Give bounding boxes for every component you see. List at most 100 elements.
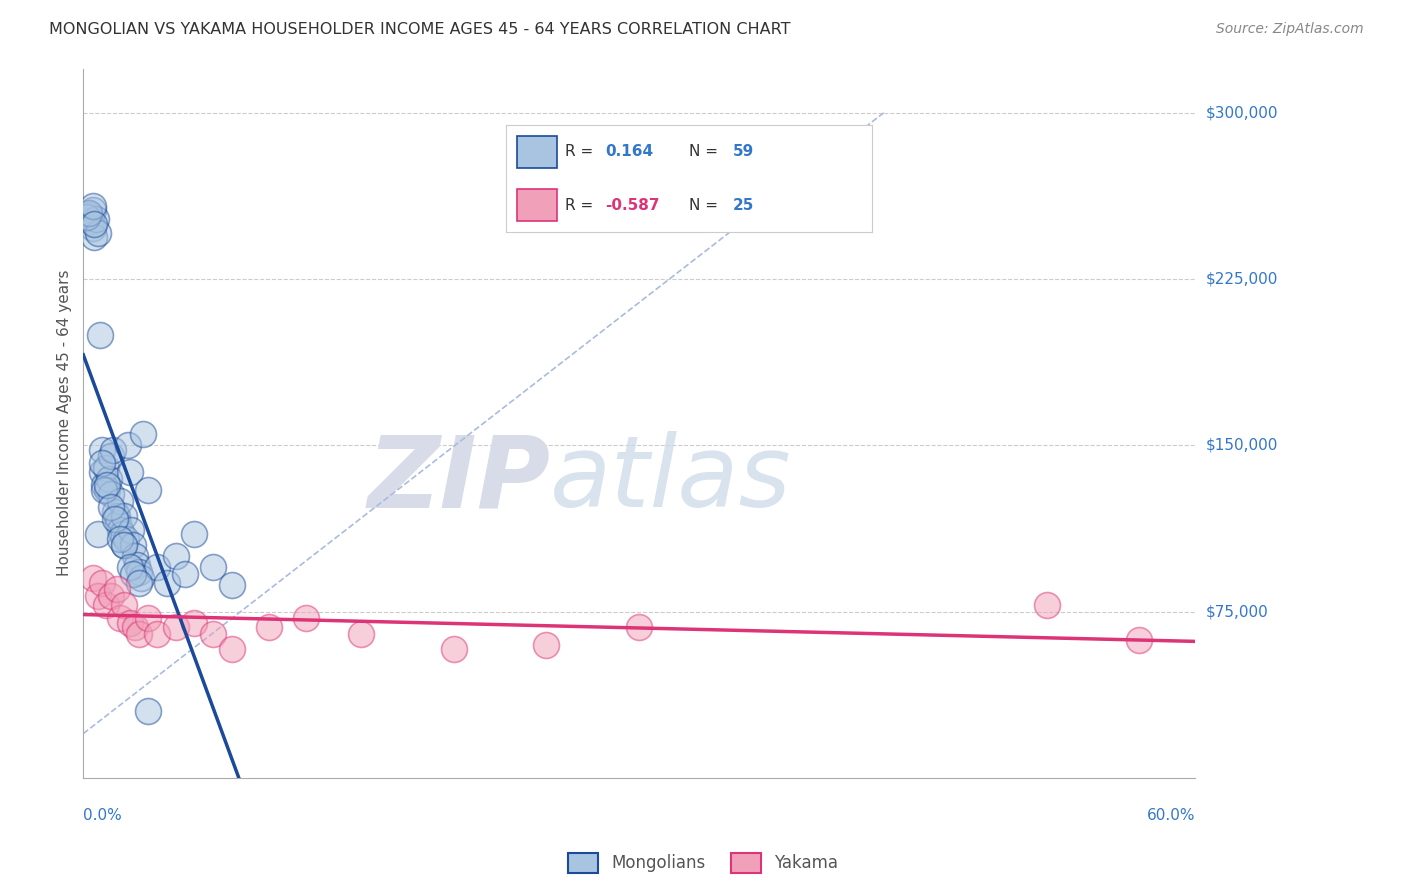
- Point: [100, 450, 122, 464]
- Point: [110, 532, 132, 546]
- Point: [87, 226, 110, 240]
- Point: [536, 638, 558, 652]
- FancyBboxPatch shape: [517, 189, 557, 221]
- Text: $75,000: $75,000: [1206, 604, 1268, 619]
- Point: [128, 565, 150, 579]
- Text: $150,000: $150,000: [1206, 438, 1278, 453]
- Point: [201, 627, 224, 641]
- Text: $225,000: $225,000: [1206, 272, 1278, 286]
- Point: [93, 478, 115, 492]
- Point: [90, 575, 112, 590]
- Point: [125, 558, 148, 573]
- Point: [100, 487, 122, 501]
- Point: [136, 483, 159, 497]
- Point: [96, 478, 118, 492]
- Text: ZIP: ZIP: [367, 432, 550, 528]
- Point: [89, 327, 111, 342]
- Point: [146, 560, 169, 574]
- Text: R =: R =: [565, 198, 593, 212]
- Point: [104, 505, 127, 519]
- Point: [294, 611, 316, 625]
- Text: $300,000: $300,000: [1206, 105, 1278, 120]
- Point: [101, 442, 124, 457]
- Point: [90, 442, 112, 457]
- Point: [82, 571, 104, 585]
- Point: [82, 221, 104, 235]
- Point: [112, 509, 135, 524]
- Text: -0.587: -0.587: [605, 198, 659, 212]
- Point: [628, 620, 651, 634]
- Point: [174, 566, 197, 581]
- Point: [111, 527, 134, 541]
- Point: [146, 627, 169, 641]
- Point: [129, 571, 152, 585]
- Point: [100, 589, 122, 603]
- Point: [83, 217, 105, 231]
- Point: [183, 615, 205, 630]
- Point: [183, 527, 205, 541]
- Point: [94, 460, 117, 475]
- Point: [118, 465, 141, 479]
- Text: N =: N =: [689, 145, 718, 159]
- Point: [82, 203, 104, 218]
- Text: R =: R =: [565, 145, 593, 159]
- Point: [118, 615, 141, 630]
- Point: [221, 578, 243, 592]
- Point: [96, 483, 118, 497]
- Point: [105, 582, 128, 597]
- Point: [77, 205, 100, 219]
- Point: [136, 705, 159, 719]
- Point: [131, 427, 153, 442]
- Point: [124, 549, 146, 564]
- Point: [128, 627, 150, 641]
- Point: [112, 538, 135, 552]
- Point: [110, 611, 132, 625]
- Text: 60.0%: 60.0%: [1146, 808, 1195, 823]
- Point: [443, 642, 465, 657]
- Point: [94, 598, 117, 612]
- Point: [221, 642, 243, 657]
- Point: [165, 620, 187, 634]
- Point: [1035, 598, 1057, 612]
- Point: [350, 627, 373, 641]
- Point: [93, 483, 115, 497]
- Text: N =: N =: [689, 198, 718, 212]
- Point: [98, 472, 121, 486]
- Point: [257, 620, 280, 634]
- Point: [112, 538, 135, 552]
- Point: [110, 493, 132, 508]
- Point: [165, 549, 187, 564]
- Point: [136, 611, 159, 625]
- Point: [122, 566, 145, 581]
- Text: 0.0%: 0.0%: [83, 808, 122, 823]
- Point: [105, 509, 128, 524]
- FancyBboxPatch shape: [517, 136, 557, 168]
- Point: [122, 538, 145, 552]
- Point: [76, 210, 98, 224]
- Point: [77, 208, 100, 222]
- Point: [128, 575, 150, 590]
- Point: [80, 214, 103, 228]
- Point: [87, 527, 110, 541]
- Text: atlas: atlas: [550, 432, 792, 528]
- Point: [90, 465, 112, 479]
- Point: [107, 516, 129, 530]
- Point: [83, 230, 105, 244]
- Point: [84, 212, 107, 227]
- Point: [124, 620, 146, 634]
- Text: Source: ZipAtlas.com: Source: ZipAtlas.com: [1216, 22, 1364, 37]
- Point: [1128, 633, 1150, 648]
- Point: [201, 560, 224, 574]
- Point: [104, 511, 127, 525]
- Y-axis label: Householder Income Ages 45 - 64 years: Householder Income Ages 45 - 64 years: [58, 270, 72, 576]
- Point: [100, 500, 122, 515]
- Text: 0.164: 0.164: [605, 145, 652, 159]
- Point: [115, 532, 138, 546]
- Text: 25: 25: [733, 198, 754, 212]
- Text: MONGOLIAN VS YAKAMA HOUSEHOLDER INCOME AGES 45 - 64 YEARS CORRELATION CHART: MONGOLIAN VS YAKAMA HOUSEHOLDER INCOME A…: [49, 22, 790, 37]
- Point: [117, 438, 139, 452]
- Point: [90, 456, 112, 470]
- Text: 59: 59: [733, 145, 754, 159]
- Point: [112, 598, 135, 612]
- Point: [87, 589, 110, 603]
